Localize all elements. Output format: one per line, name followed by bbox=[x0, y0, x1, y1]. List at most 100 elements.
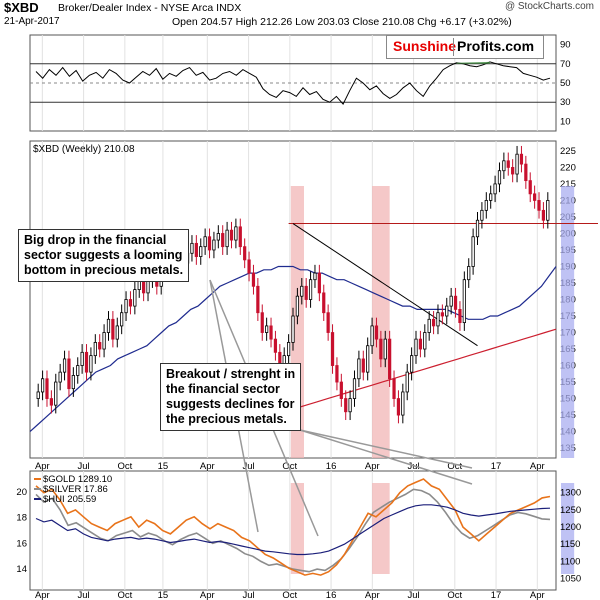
candle-body bbox=[93, 342, 97, 357]
metals-x-tick-label: Apr bbox=[365, 590, 380, 600]
candle-body bbox=[493, 183, 497, 195]
price-x-tick-label: 17 bbox=[491, 461, 502, 472]
logo-separator bbox=[453, 38, 454, 56]
indicator-y-tick-label: 50 bbox=[560, 78, 571, 89]
sunshine-profits-logo: Sunshine Profits.com bbox=[386, 35, 544, 59]
legend-gold-label: $GOLD 1289.10 bbox=[43, 474, 113, 485]
candle-body bbox=[449, 295, 453, 307]
ma-slow-line bbox=[284, 328, 557, 413]
candle-body bbox=[106, 318, 111, 333]
candle-body bbox=[89, 355, 93, 373]
candle-body bbox=[300, 285, 304, 297]
candle-body bbox=[111, 318, 115, 340]
candle-body bbox=[436, 312, 440, 327]
candle-body bbox=[45, 378, 49, 399]
candle-body bbox=[541, 209, 546, 221]
candle-body bbox=[40, 378, 45, 393]
metals-left-tick-label: 14 bbox=[16, 564, 27, 575]
candle-body bbox=[458, 309, 462, 324]
hui-line bbox=[35, 504, 551, 556]
price-x-tick-label: 16 bbox=[326, 461, 337, 472]
candle-body bbox=[462, 279, 466, 324]
candle-body bbox=[506, 160, 510, 168]
candle-body bbox=[537, 200, 541, 211]
candle-body bbox=[58, 371, 62, 383]
candle-body bbox=[194, 242, 198, 257]
candle-body bbox=[317, 272, 321, 294]
candle-body bbox=[431, 318, 436, 327]
annotation-line: bottom in precious metals. bbox=[24, 263, 184, 277]
candle-body bbox=[265, 325, 269, 333]
indicator-y-tick-label: 90 bbox=[560, 40, 571, 51]
ohlc-summary: Open 204.57 High 212.26 Low 203.03 Close… bbox=[172, 16, 512, 28]
candle-body bbox=[410, 355, 414, 373]
annotation-line: sector suggests a looming bbox=[24, 248, 183, 262]
candle-body bbox=[502, 160, 506, 172]
candle-body bbox=[467, 266, 471, 281]
highlight-band bbox=[372, 186, 390, 458]
symbol-description: Broker/Dealer Index - NYSE Arca INDX bbox=[58, 2, 242, 14]
price-x-tick-label: Oct bbox=[282, 461, 297, 472]
candle-body bbox=[62, 358, 67, 373]
metals-x-tick-label: 15 bbox=[158, 590, 169, 600]
silver-swatch bbox=[34, 488, 41, 491]
candle-body bbox=[519, 153, 524, 165]
candle-body bbox=[471, 236, 475, 267]
candle-body bbox=[392, 378, 396, 399]
logo-part-sunshine: Sunshine bbox=[393, 38, 457, 54]
candle-body bbox=[344, 398, 348, 413]
candle-body bbox=[330, 332, 335, 366]
candle-body bbox=[84, 351, 89, 373]
trend-line bbox=[292, 223, 478, 347]
candle-body bbox=[339, 381, 343, 399]
metals-right-tick-label: 1250 bbox=[560, 505, 581, 516]
indicator-y-tick-label: 70 bbox=[560, 59, 571, 70]
candle-body bbox=[229, 229, 234, 241]
candle-body bbox=[515, 153, 519, 175]
price-x-tick-label: Jul bbox=[78, 461, 90, 472]
candle-body bbox=[243, 246, 247, 261]
candle-body bbox=[379, 338, 383, 360]
legend-silver: $SILVER 17.86 bbox=[34, 484, 108, 495]
price-y-tick-label: 215 bbox=[560, 179, 576, 190]
legend-silver-label: $SILVER 17.86 bbox=[43, 484, 108, 495]
candle-body bbox=[80, 351, 84, 366]
silver-line bbox=[35, 488, 551, 573]
legend-hui-label: $HUI 205.59 bbox=[43, 494, 97, 505]
candle-body bbox=[286, 342, 291, 357]
candle-body bbox=[497, 170, 502, 185]
highlight-band bbox=[290, 483, 304, 574]
metals-left-tick-label: 20 bbox=[16, 487, 27, 498]
metals-x-tick-label: 16 bbox=[326, 590, 337, 600]
candle-body bbox=[440, 312, 444, 317]
candle-body bbox=[76, 365, 80, 376]
candle-body bbox=[221, 233, 225, 248]
candle-body bbox=[405, 371, 409, 393]
chart-date: 21-Apr-2017 bbox=[4, 16, 60, 27]
candle-body bbox=[203, 236, 207, 248]
metals-x-tick-label: Apr bbox=[530, 590, 545, 600]
candle-body bbox=[322, 292, 326, 314]
candle-body bbox=[54, 381, 58, 406]
candle-body bbox=[133, 289, 137, 307]
candle-body bbox=[453, 295, 458, 310]
hui-swatch bbox=[34, 498, 41, 501]
candle-body bbox=[313, 272, 317, 281]
candle-body bbox=[251, 272, 256, 287]
candle-body bbox=[546, 200, 550, 221]
candle-body bbox=[238, 226, 242, 248]
candle-body bbox=[269, 325, 273, 340]
candle-body bbox=[190, 242, 194, 254]
candle-body bbox=[128, 299, 133, 307]
metals-right-tick-label: 1100 bbox=[560, 556, 580, 567]
price-x-tick-label: Apr bbox=[200, 461, 215, 472]
candle-body bbox=[348, 398, 352, 413]
candle-body bbox=[225, 229, 229, 248]
price-x-tick-label: Oct bbox=[117, 461, 132, 472]
symbol-label: $XBD bbox=[4, 0, 39, 15]
annotation-financial-breakout: Breakout / strenght in the financial sec… bbox=[160, 363, 302, 431]
candle-body bbox=[71, 375, 75, 390]
candle-body bbox=[475, 219, 480, 238]
candle-body bbox=[374, 325, 379, 340]
